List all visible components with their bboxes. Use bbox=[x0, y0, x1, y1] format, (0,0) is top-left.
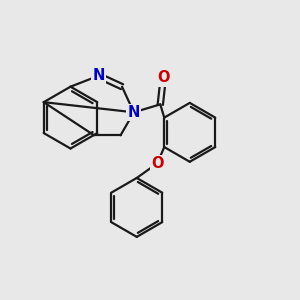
Text: N: N bbox=[128, 105, 140, 120]
Text: O: O bbox=[151, 156, 164, 171]
Text: N: N bbox=[92, 68, 105, 83]
Text: O: O bbox=[157, 70, 169, 86]
